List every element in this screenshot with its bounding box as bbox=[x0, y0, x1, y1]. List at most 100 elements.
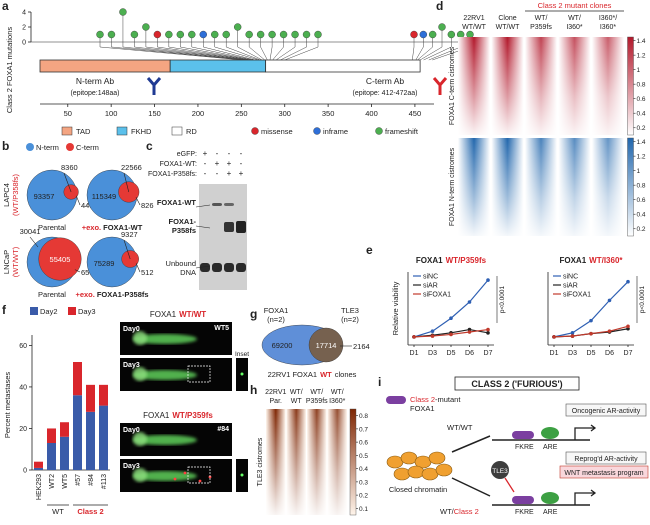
mutation-point bbox=[107, 30, 116, 39]
panel-label: a bbox=[2, 0, 9, 13]
x-tick-label: #84 bbox=[88, 474, 95, 486]
panel-label: b bbox=[2, 139, 9, 153]
label: FOXA1 bbox=[410, 404, 435, 413]
x-tick-label: #57 bbox=[75, 474, 82, 486]
label: - bbox=[228, 149, 231, 158]
label-part: clones bbox=[335, 370, 357, 379]
label: FOXA1-WT: bbox=[160, 161, 197, 168]
legend-label: FKHD bbox=[131, 127, 152, 136]
pointer bbox=[74, 269, 81, 273]
pointer bbox=[75, 195, 81, 206]
annotation: p<0.0001 bbox=[639, 285, 646, 313]
gel-band bbox=[224, 203, 234, 206]
connector bbox=[157, 34, 250, 61]
fish bbox=[133, 471, 197, 481]
title-box bbox=[454, 376, 580, 391]
x-tick-label: 100 bbox=[105, 109, 118, 118]
legend-label: N-term bbox=[36, 143, 59, 152]
point bbox=[412, 335, 416, 339]
mutation-point bbox=[302, 30, 311, 39]
label: FOXA1- bbox=[168, 217, 196, 226]
mutation-point bbox=[176, 30, 185, 39]
mutation-point bbox=[456, 30, 465, 39]
label: C-term Ab bbox=[366, 76, 405, 86]
outcome-box bbox=[559, 465, 649, 479]
label: (n=2) bbox=[341, 315, 359, 324]
panel-label: i bbox=[378, 375, 381, 389]
label: (WT/WT) bbox=[11, 246, 20, 277]
heatmap-fade bbox=[491, 138, 524, 236]
line bbox=[553, 281, 629, 338]
mutation-point bbox=[245, 30, 253, 39]
colorbar-tick-label: 1.4 bbox=[637, 139, 646, 146]
label: Unbound bbox=[166, 259, 196, 268]
label: +exo. FOXA1-P358fs bbox=[75, 290, 148, 299]
image-title: FOXA1 WT/P359fs bbox=[143, 411, 213, 420]
x-tick-label: D7 bbox=[624, 350, 633, 357]
label: 22566 bbox=[121, 163, 142, 172]
column-label: 22RV1 bbox=[463, 15, 484, 22]
inset-cell bbox=[240, 473, 244, 477]
label: - bbox=[204, 159, 207, 168]
label: 30041 bbox=[20, 227, 41, 236]
y-tick-label: 20 bbox=[19, 426, 27, 433]
panel-label: f bbox=[2, 303, 7, 317]
mutation-point bbox=[130, 30, 139, 39]
bar bbox=[60, 436, 69, 470]
label: 93357 bbox=[34, 192, 55, 201]
column-label: 22RV1 bbox=[265, 389, 286, 396]
venn-tle3 bbox=[308, 327, 344, 363]
label-part: FOXA1 bbox=[150, 310, 177, 319]
x-tick-label: 450 bbox=[409, 109, 422, 118]
y-axis-title: Class 2 FOXA1 mutations bbox=[5, 27, 14, 114]
nucleosome bbox=[421, 467, 439, 481]
panel-label: c bbox=[146, 139, 153, 153]
legend-swatch bbox=[375, 127, 383, 135]
label: Parental bbox=[38, 223, 66, 232]
label: + bbox=[203, 149, 208, 158]
column-label: WT/ bbox=[290, 389, 303, 396]
label: (epitope:148aa) bbox=[70, 90, 119, 97]
row-label: FOXA1 N-term cistromes bbox=[449, 147, 456, 226]
legend-label: RD bbox=[186, 127, 197, 136]
inset-box bbox=[187, 365, 211, 383]
gel-band bbox=[236, 263, 246, 272]
outcome-box bbox=[565, 403, 647, 417]
group-label: Class 2 bbox=[77, 507, 103, 516]
column-label: WT/ bbox=[535, 15, 548, 22]
mutation-point bbox=[199, 30, 207, 39]
colorbar bbox=[627, 137, 634, 237]
connector bbox=[225, 34, 261, 61]
point bbox=[486, 327, 490, 332]
colorbar-tick-label: 0.8 bbox=[637, 82, 646, 89]
label: 55405 bbox=[50, 255, 71, 264]
label: Oncogenic AR-activity bbox=[572, 408, 641, 415]
colorbar-tick-label: 0.2 bbox=[637, 125, 646, 132]
x-tick-label: 250 bbox=[235, 109, 248, 118]
label-part: -mutant bbox=[435, 395, 461, 404]
mutation-point bbox=[291, 30, 299, 39]
row-label: FOXA1 C-term cistromes bbox=[449, 46, 456, 125]
fish-head bbox=[133, 432, 147, 446]
colorbar-tick-label: 1.4 bbox=[637, 38, 646, 45]
domain bbox=[39, 59, 171, 73]
label: Inset bbox=[235, 351, 249, 358]
label-part: +exo. bbox=[75, 290, 94, 299]
label: TLE3 bbox=[492, 468, 508, 475]
label-part: FOXA1 bbox=[416, 256, 443, 265]
column-label: Par. bbox=[270, 398, 283, 405]
column-group-label: Class 2 mutant clones bbox=[538, 1, 612, 10]
label-part: Class 2 bbox=[454, 507, 479, 516]
column-label: I360* bbox=[566, 24, 583, 31]
x-tick-label: #113 bbox=[101, 474, 108, 489]
label: Day3 bbox=[123, 463, 140, 470]
label: Parental bbox=[38, 290, 66, 299]
label: + bbox=[227, 159, 232, 168]
mutation-point bbox=[96, 30, 104, 39]
panel-label: e bbox=[366, 243, 373, 257]
transcription-arrow bbox=[574, 489, 597, 505]
colorbar-tick-label: 0.8 bbox=[359, 413, 368, 420]
label: 2164 bbox=[353, 342, 370, 351]
connector bbox=[203, 34, 256, 61]
label: FOXA1-P358fs: bbox=[148, 171, 197, 178]
